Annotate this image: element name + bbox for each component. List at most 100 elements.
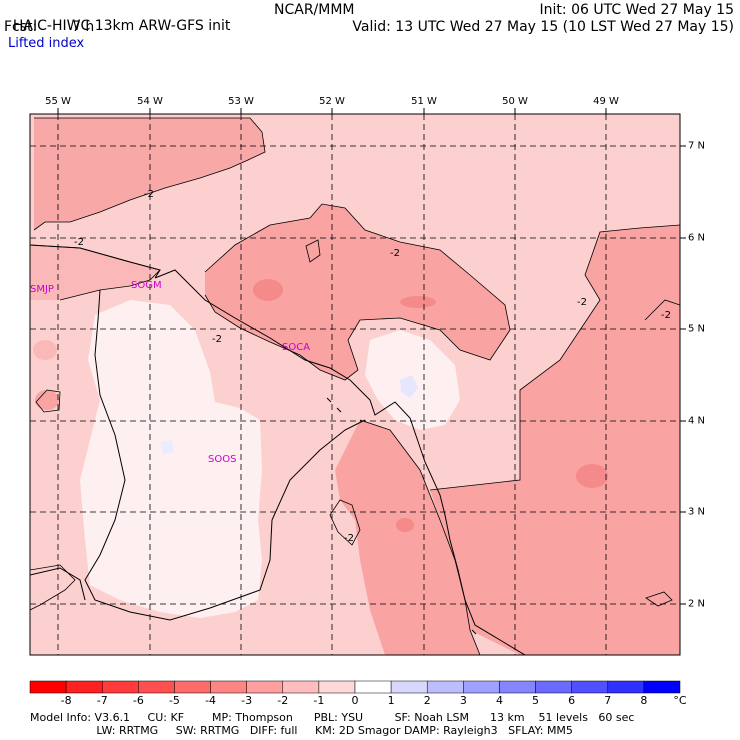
colorbar-swatch [29,680,67,694]
model-info-line2: LW: RRTMG SW: RRTMG DIFF: full KM: 2D Sm… [30,724,573,737]
colorbar-swatch [174,680,211,694]
station-sogm: SOGM [131,280,162,291]
contour-label: -2 [661,310,671,321]
lon-label: 50 W [502,96,528,107]
contour-line [35,389,61,413]
colorbar-swatch [499,680,536,694]
colorbar-tick-label: 8 [640,694,648,707]
colorbar-swatch [390,680,428,694]
lon-label: 51 W [411,96,437,107]
contour-line [33,117,266,231]
colorbar-tick-label: 1 [387,694,395,707]
contour-label: -2 [390,248,400,259]
colorbar-swatch [535,680,572,694]
station-smjp: SMJP [30,284,54,295]
colorbar-tick-label: -7 [96,694,108,707]
colorbar-tick-label: 5 [532,694,540,707]
colorbar-tick-label: -5 [168,694,180,707]
border-west [30,244,161,279]
colorbar [29,680,681,694]
field-blob [400,296,436,308]
colorbar-swatch [138,680,175,694]
station-labels: SMJP SOGM SOCA SOOS [30,280,310,465]
field-region-interior [80,300,262,618]
colorbar-swatch [101,680,139,694]
model-title: HAIC-HIWC 13km ARW-GFS init [4,2,231,34]
colorbar-swatch [571,680,609,694]
contour-line [359,419,481,655]
field-blob [253,279,283,301]
contour-label: -2 [144,189,154,200]
colorbar-tick-label: -3 [241,694,253,707]
colorbar-tick-label: 2 [423,694,431,707]
colorbar-swatch [282,680,320,694]
colorbar-swatch [607,680,645,694]
contour-line [305,239,321,263]
colorbar-unit: °C [673,694,687,707]
valid-time: Valid: 13 UTC Wed 27 May 15 (10 LST Wed … [352,19,734,35]
lat-label: 6 N [688,232,706,244]
border-suriname-guyana [84,289,366,621]
colorbar-tick-label: -4 [205,694,217,707]
field-region-south [335,420,480,655]
colorbar-swatch [318,680,356,694]
coastline [154,269,526,655]
lon-label: 55 W [45,96,71,107]
graticule [30,114,680,655]
field-region-cool-spot [400,375,418,398]
colorbar-tick-label: -6 [132,694,144,707]
colorbar-swatch [65,680,103,694]
field-region-central [205,204,510,380]
field-region-cool-spot-2 [160,440,174,455]
lon-label: 53 W [228,96,254,107]
contour-line [645,591,673,607]
forecast-hours: 7 h [72,19,95,35]
contour-label: -2 [212,334,222,345]
colorbar-tick-label: 6 [568,694,576,707]
field-name: Lifted index [8,36,85,51]
map-frame [29,113,681,656]
lat-label: 5 N [688,323,706,335]
colorbar-tick-label: 0 [351,694,359,707]
station-soca: SOCA [282,342,310,353]
init-time: Init: 06 UTC Wed 27 May 15 [539,2,734,18]
colorbar-tick-label: -1 [313,694,325,707]
contour-line [644,299,680,321]
colorbar-swatch [463,680,500,694]
contour-line [329,499,361,546]
model-title-text: HAIC-HIWC 13km ARW-GFS init [12,18,231,34]
lat-label: 7 N [688,140,706,152]
contour-line [30,564,76,611]
coast-islets [326,397,477,635]
contour-label: -2 [344,533,354,544]
field-region-east [430,225,680,655]
colorbar-tick-label: 4 [495,694,503,707]
lon-label: 54 W [137,96,163,107]
field-blob [35,390,59,410]
lat-label: 2 N [688,598,706,610]
org-label: NCAR/MMM [274,2,355,18]
contour-line [204,203,511,381]
lat-label: 3 N [688,506,706,518]
colorbar-swatch [426,680,464,694]
colorbar-tick-label: 3 [459,694,467,707]
contour-label: -2 [74,237,84,248]
colorbar-swatch [246,680,284,694]
border-south [30,567,86,601]
lifted-index-field [30,114,680,655]
colorbar-swatch [210,680,247,694]
field-blob [396,518,414,532]
contour-line [429,224,680,491]
field-blob [576,464,608,488]
lon-label: 52 W [319,96,345,107]
colorbar-tick-label: -8 [60,694,72,707]
colorbar-swatch [643,680,681,694]
colorbar-tick-label: -2 [277,694,289,707]
coastlines-borders [30,244,526,655]
field-blob [33,340,57,360]
colorbar-swatch [354,680,392,694]
contour-lines [30,117,680,655]
forecast-label: Fcst: [4,19,38,35]
lat-label: 4 N [688,415,706,427]
